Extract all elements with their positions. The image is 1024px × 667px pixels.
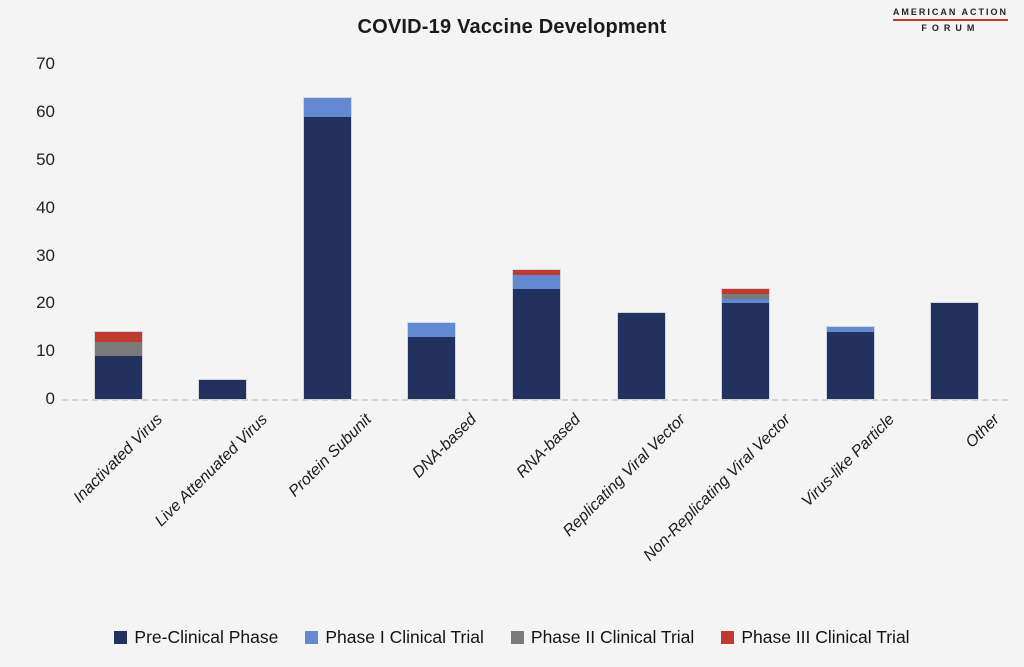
bar-segment [94, 341, 142, 356]
bar-dna-based [408, 322, 456, 399]
y-tick-label: 60 [36, 102, 55, 122]
legend-swatch [114, 631, 128, 644]
bar-segment [826, 327, 874, 333]
bar-segment [303, 116, 351, 399]
y-tick-label: 70 [36, 54, 55, 74]
x-axis-label: Protein Subunit [285, 411, 376, 501]
bar-segment [408, 336, 456, 399]
x-axis-label: Inactivated Virus [70, 411, 167, 507]
y-tick-label: 50 [36, 150, 55, 169]
y-tick-label: 40 [36, 197, 55, 217]
bar-segment [722, 303, 770, 399]
legend: Pre-Clinical Phase Phase I Clinical Trial… [0, 627, 1024, 648]
legend-item: Phase III Clinical Trial [721, 627, 910, 648]
american-action-forum-logo: AMERICAN ACTION FORUM [892, 7, 1008, 33]
x-axis-label: Other [962, 411, 1003, 452]
bar-segment [722, 289, 770, 294]
bar-non-replicating-viral-vector [722, 289, 770, 399]
bar-segment [94, 355, 142, 399]
x-axis-line [62, 399, 1008, 401]
bar-segment [617, 312, 665, 399]
logo-text-top: AMERICAN ACTION [892, 7, 1008, 17]
legend-label: Phase III Clinical Trial [741, 627, 910, 647]
bar-rna-based [512, 269, 560, 399]
bar-segment [512, 289, 560, 399]
bar-segment [408, 322, 456, 337]
bar-segment [94, 332, 142, 342]
bar-replicating-viral-vector [617, 312, 665, 399]
bar-protein-subunit [303, 97, 351, 399]
bar-segment [722, 298, 770, 304]
bar-live-attenuated-virus [199, 379, 247, 399]
bar-segment [722, 293, 770, 299]
x-axis-label: DNA-based [409, 411, 480, 482]
y-tick-label: 20 [36, 293, 55, 313]
y-tick-label: 10 [36, 341, 55, 361]
y-tick-label: 30 [36, 245, 55, 265]
x-axis-label: RNA-based [513, 411, 585, 482]
bar-segment [931, 303, 979, 399]
logo-text-bottom: FORUM [921, 23, 980, 33]
bar-inactivated-virus [94, 332, 142, 399]
legend-item: Phase I Clinical Trial [305, 627, 484, 648]
legend-label: Phase I Clinical Trial [325, 627, 484, 647]
legend-item: Pre-Clinical Phase [114, 627, 278, 648]
bar-segment [826, 332, 874, 399]
bar-other [931, 303, 979, 399]
legend-label: Pre-Clinical Phase [134, 627, 279, 647]
x-axis-label: Virus-like Particle [799, 411, 899, 511]
bar-segment [512, 269, 560, 275]
chart-title: COVID-19 Vaccine Development [357, 16, 667, 38]
legend-item: Phase II Clinical Trial [510, 627, 695, 648]
legend-swatch [721, 631, 735, 644]
legend-swatch [305, 631, 319, 644]
x-axis-label: Live Attenuated Virus [151, 411, 271, 530]
bar-segment [303, 97, 351, 117]
legend-label: Phase II Clinical Trial [530, 627, 695, 647]
bar-segment [512, 274, 560, 290]
logo-red-rule [892, 19, 1008, 21]
bar-segment [199, 379, 247, 399]
bar-virus-like-particle [826, 327, 874, 399]
y-tick-label: 0 [45, 389, 55, 408]
legend-swatch [510, 631, 524, 644]
